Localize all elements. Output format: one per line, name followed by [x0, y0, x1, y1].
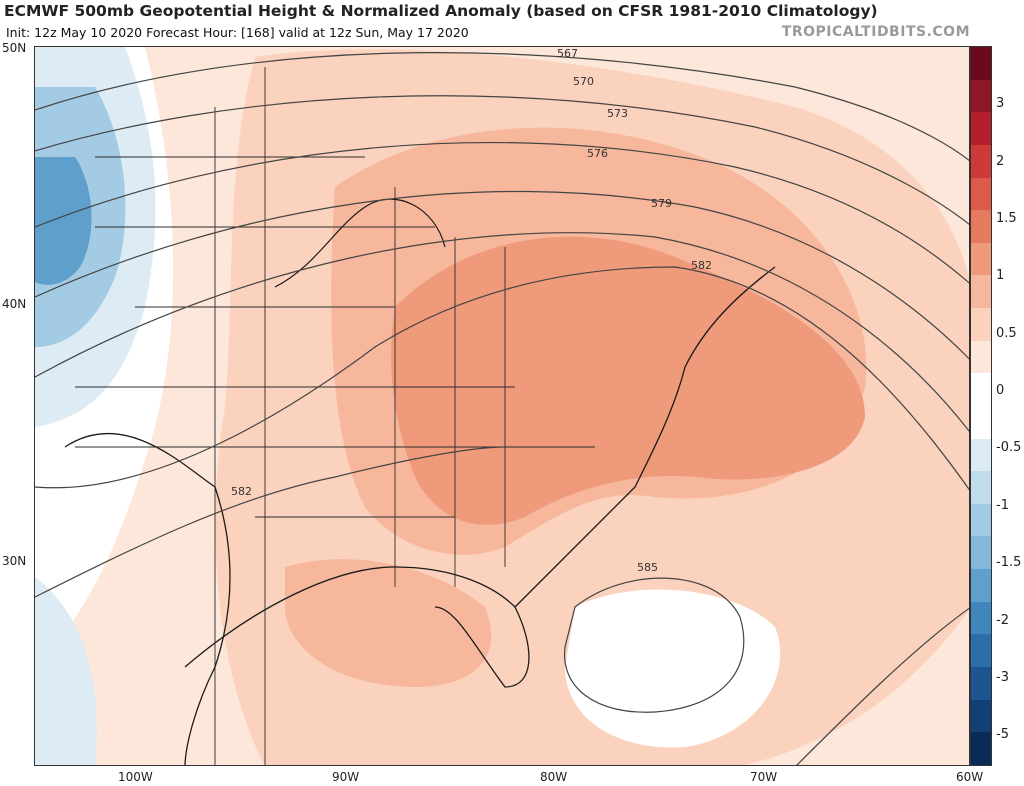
contour-label-585: 585 [637, 561, 658, 574]
colorbar-segment [971, 732, 991, 765]
texas-coastline [64, 433, 231, 765]
colorbar-label-1: 1 [996, 268, 1005, 283]
colorbar-segment [971, 373, 991, 406]
contour-582-south [35, 446, 506, 598]
map-title: ECMWF 500mb Geopotential Height & Normal… [4, 2, 878, 20]
colorbar-segment [971, 340, 991, 374]
contour-585-east [796, 607, 969, 765]
colorbar-label-neg-1-5: -1.5 [996, 555, 1022, 570]
lon-label-90w: 90W [332, 770, 360, 784]
lat-label-50n: 50N [2, 41, 27, 55]
contour-579 [35, 232, 969, 433]
colorbar-segment [971, 471, 991, 504]
state-borders [75, 67, 595, 765]
colorbar-segment [971, 47, 991, 80]
colorbar-segment [971, 536, 991, 569]
lon-label-60w: 60W [956, 770, 984, 784]
colorbar-segment [971, 242, 991, 276]
map-subtitle: Init: 12z May 10 2020 Forecast Hour: [16… [6, 25, 469, 40]
lat-label-30n: 30N [2, 554, 27, 568]
colorbar-segment [971, 112, 991, 145]
atlantic-coastline [514, 266, 776, 608]
colorbar-segment [971, 275, 991, 308]
colorbar-label-0-5: 0.5 [996, 326, 1017, 341]
lon-label-80w: 80W [540, 770, 568, 784]
contour-576 [35, 190, 969, 360]
colorbar-segment [971, 438, 991, 472]
contour-label-579: 579 [651, 197, 672, 210]
colorbar-label-0: 0 [996, 383, 1005, 398]
contour-570 [35, 95, 969, 225]
great-lakes-outline [274, 198, 446, 288]
anomaly-map: 567 570 573 576 579 582 582 585 [34, 46, 970, 766]
colorbar-label-neg-5: -5 [996, 727, 1009, 742]
colorbar-segment [971, 177, 991, 211]
colorbar-segment [971, 210, 991, 243]
colorbar-segment [971, 601, 991, 635]
gulf-anomaly [285, 559, 492, 687]
contour-582 [35, 266, 969, 491]
contour-573 [35, 141, 969, 284]
lon-label-100w: 100W [118, 770, 153, 784]
contour-label-570: 570 [573, 75, 594, 88]
colorbar-label-neg-2: -2 [996, 613, 1009, 628]
contour-label-573: 573 [607, 107, 628, 120]
colorbar-segment [971, 144, 991, 178]
colorbar-segment [971, 308, 991, 341]
positive-anomaly-core [391, 236, 865, 525]
contour-label-576: 576 [587, 147, 608, 160]
lat-label-40n: 40N [2, 297, 27, 311]
colorbar-label-1-5: 1.5 [996, 211, 1017, 226]
colorbar-label-neg-3: -3 [996, 670, 1009, 685]
colorbar-segment [971, 699, 991, 733]
colorbar-label-2: 2 [996, 154, 1005, 169]
contour-label-582: 582 [691, 259, 712, 272]
contour-585 [563, 577, 745, 713]
colorbar-segment [971, 405, 991, 439]
colorbar-segment [971, 79, 991, 113]
negative-anomaly-south [35, 577, 97, 765]
colorbar-segment [971, 666, 991, 700]
lon-label-70w: 70W [750, 770, 778, 784]
colorbar-label-neg-1: -1 [996, 498, 1009, 513]
colorbar-segment [971, 569, 991, 602]
contour-567 [35, 52, 969, 162]
colorbar-segment [971, 634, 991, 667]
colorbar-label-neg-0-5: -0.5 [996, 440, 1022, 455]
colorbar [970, 46, 992, 766]
gulf-coastline [184, 566, 530, 688]
colorbar-label-3: 3 [996, 96, 1005, 111]
contour-label-582-south: 582 [231, 485, 252, 498]
caribbean-neutral [565, 589, 781, 748]
map-canvas: 567 570 573 576 579 582 582 585 [35, 47, 969, 765]
contour-label-567: 567 [557, 47, 578, 60]
negative-anomaly-max [35, 157, 92, 285]
colorbar-segment [971, 503, 991, 537]
brand-watermark: TROPICALTIDBITS.COM [781, 24, 970, 40]
